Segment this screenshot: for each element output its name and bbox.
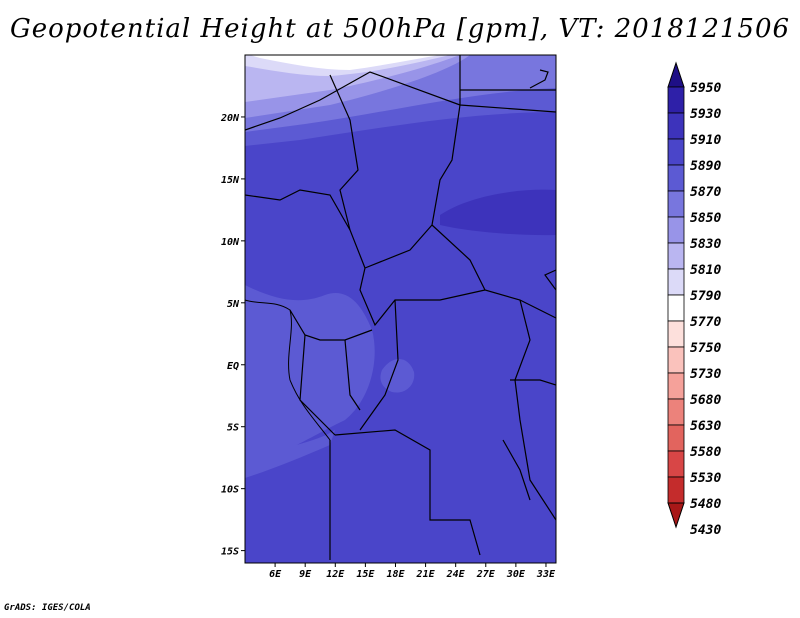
colorbar-level-label: 5750: [690, 341, 721, 356]
colorbar-swatch: [667, 346, 685, 374]
coastline: [245, 299, 331, 441]
colorbar-level-label: 5810: [690, 263, 721, 278]
colorbar-level-label: 5850: [690, 211, 721, 226]
colorbar-level-label: 5790: [690, 289, 721, 304]
chart-title: Geopotential Height at 500hPa [gpm], VT:…: [9, 14, 791, 44]
y-tick-label: 20N: [220, 113, 240, 124]
colorbar-swatch: [667, 372, 685, 400]
colorbar-swatch: [667, 242, 685, 270]
colorbar-swatch: [667, 138, 685, 166]
map-frame-border: [244, 54, 557, 564]
y-tick-label: 5N: [227, 299, 240, 310]
colorbar-level-label: 5950: [690, 81, 721, 96]
contour-band-5770: [250, 55, 440, 70]
x-tick-label: 15E: [356, 569, 375, 580]
colorbar-level-label: 5890: [690, 159, 721, 174]
colorbar-level-label: 5830: [690, 237, 721, 252]
colorbar-level-label: 5930: [690, 107, 721, 122]
x-tick-label: 21E: [416, 569, 436, 580]
grads-credit: GrADS: IGES/COLA: [4, 603, 91, 613]
colorbar-level-label: 5530: [690, 471, 721, 486]
map-panel[interactable]: [245, 55, 556, 563]
x-tick-label: 24E: [446, 569, 466, 580]
x-tick-label: 9E: [299, 569, 312, 580]
colorbar-bottom-arrow: [667, 502, 685, 529]
latitude-axis: 20N 15N 10N 5N EQ 5S 10S 15S: [220, 113, 245, 558]
colorbar-swatch: [667, 424, 685, 452]
y-tick-label: 15S: [221, 547, 239, 558]
colorbar-swatch: [667, 450, 685, 478]
y-tick-label: EQ: [227, 361, 239, 372]
colorbar-swatch: [667, 190, 685, 218]
colorbar-level-label: 5730: [690, 367, 721, 382]
colorbar-top-arrow: [667, 61, 685, 88]
colorbar-level-label: 5870: [690, 185, 721, 200]
colorbar-swatch: [667, 294, 685, 322]
y-tick-label: 15N: [221, 175, 240, 186]
colorbar-swatch: [667, 398, 685, 426]
longitude-axis: 6E 9E 12E 15E 18E 21E 24E 27E 30E 33E: [269, 563, 556, 580]
x-tick-label: 30E: [506, 569, 526, 580]
colorbar-swatch: [667, 216, 685, 244]
colorbar-swatch: [667, 112, 685, 140]
colorbar-level-label: 5480: [690, 497, 721, 512]
colorbar-level-label: 5680: [690, 393, 721, 408]
x-tick-label: 18E: [386, 569, 405, 580]
country-borders: [245, 55, 556, 560]
y-tick-label: 5S: [227, 423, 239, 434]
colorbar-swatch: [667, 320, 685, 348]
colorbar-swatch: [667, 476, 685, 504]
contour-band-5910: [440, 189, 556, 236]
colorbar-swatch: [667, 86, 685, 114]
y-tick-label: 10N: [221, 237, 240, 248]
x-tick-label: 33E: [536, 569, 556, 580]
colorbar-level-label: 5430: [690, 523, 721, 538]
colorbar-level-label: 5630: [690, 419, 721, 434]
colorbar-level-label: 5580: [690, 445, 721, 460]
contour-band-5870-south: [245, 430, 335, 478]
x-tick-label: 6E: [269, 569, 282, 580]
contour-band-5870-west: [245, 285, 375, 470]
colorbar-level-label: 5770: [690, 315, 721, 330]
colorbar-legend: 5950 5930 5910 5890 5870 5850 5830 5810 5790 5770…: [667, 61, 721, 538]
colorbar-level-label: 5910: [690, 133, 721, 148]
x-tick-label: 12E: [326, 569, 345, 580]
y-tick-label: 10S: [221, 485, 239, 496]
colorbar-swatch: [667, 164, 685, 192]
x-tick-label: 27E: [476, 569, 496, 580]
colorbar-swatch: [667, 268, 685, 296]
